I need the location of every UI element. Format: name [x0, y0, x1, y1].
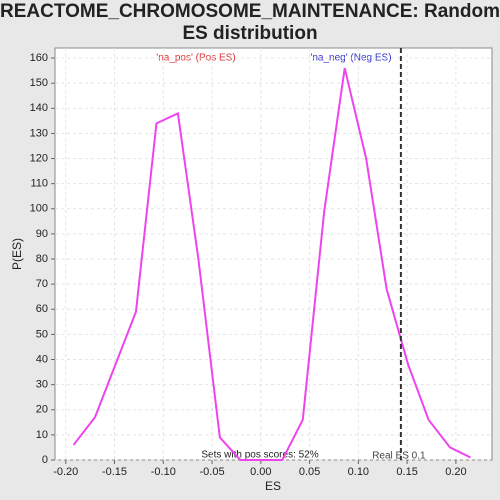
sets-label: Sets with pos scores: 52% — [201, 450, 318, 461]
plot-area — [54, 47, 493, 461]
x-tick-label: -0.20 — [53, 466, 78, 478]
y-tick-label: 80 — [36, 253, 48, 265]
y-axis-label: P(ES) — [10, 238, 24, 270]
y-tick-label: 110 — [30, 178, 48, 190]
real-es-label: Real ES 0.1 — [372, 451, 426, 462]
y-tick-label: 90 — [36, 228, 48, 240]
x-tick-label: 0.00 — [250, 466, 271, 478]
line — [72, 67, 471, 461]
y-tick-label: 120 — [30, 152, 48, 164]
y-tick-label: 60 — [36, 303, 48, 315]
x-tick-label: 0.20 — [445, 466, 466, 478]
x-tick-label: -0.10 — [151, 466, 176, 478]
y-tick-label: 0 — [42, 454, 48, 466]
y-tick-label: 40 — [36, 353, 48, 365]
y-tick-label: 10 — [36, 429, 48, 441]
x-tick-label: 0.15 — [396, 466, 417, 478]
y-tick-label: 30 — [36, 379, 48, 391]
x-axis-label: ES — [265, 479, 281, 493]
x-tick-label: 0.05 — [299, 466, 320, 478]
y-tick-label: 130 — [30, 127, 48, 139]
pos-label: 'na_pos' (Pos ES) — [156, 53, 235, 64]
x-tick-label: 0.10 — [348, 466, 369, 478]
y-tick-label: 140 — [30, 102, 48, 114]
y-tick-label: 20 — [36, 404, 48, 416]
chart-title: REACTOME_CHROMOSOME_MAINTENANCE: Random … — [0, 1, 500, 44]
y-tick-label: 70 — [36, 278, 48, 290]
y-tick-label: 150 — [30, 77, 48, 89]
y-tick-label: 100 — [30, 203, 48, 215]
x-tick-label: -0.15 — [102, 466, 127, 478]
y-tick-label: 160 — [30, 52, 48, 64]
y-tick-label: 50 — [36, 328, 48, 340]
x-tick-label: -0.05 — [200, 466, 225, 478]
